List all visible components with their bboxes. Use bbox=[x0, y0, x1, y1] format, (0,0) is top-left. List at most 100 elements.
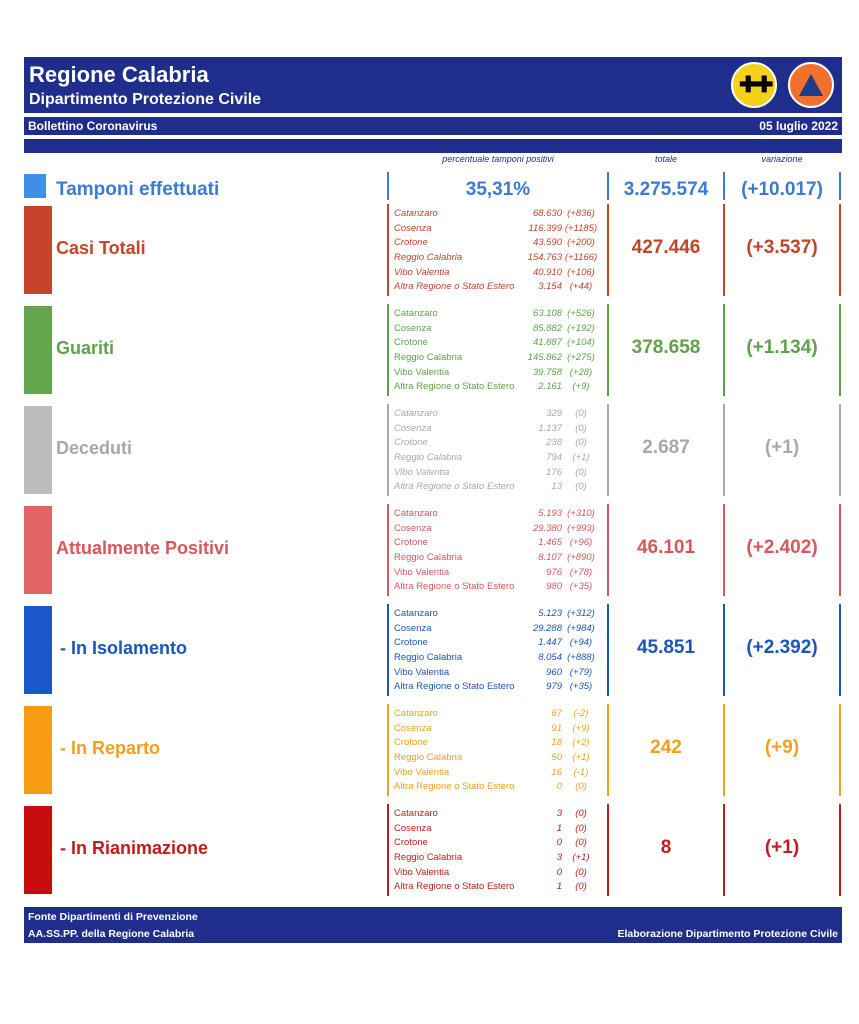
province-row: Altra Regione o Stato Estero 2.161 (+9) bbox=[390, 380, 606, 395]
province-value: 794 bbox=[546, 452, 562, 464]
province-value: 16 bbox=[551, 766, 562, 778]
divider-band bbox=[24, 139, 842, 153]
section-change: (+1.134) bbox=[746, 337, 818, 358]
province-row: Vibo Valentia 39.758 (+28) bbox=[390, 366, 606, 381]
province-name: Catanzaro bbox=[394, 208, 438, 219]
province-delta: (+2) bbox=[572, 737, 590, 749]
divider bbox=[387, 204, 389, 296]
province-value: 3.154 bbox=[538, 281, 562, 293]
province-value: 68.630 bbox=[532, 208, 562, 219]
province-value: 2.161 bbox=[538, 381, 562, 393]
tamponi-row: Tamponi effettuati 35,31% 3.275.574 (+10… bbox=[24, 166, 842, 200]
divider bbox=[723, 804, 725, 896]
province-row: Catanzaro 329 (0) bbox=[390, 407, 606, 422]
province-delta: (+526) bbox=[567, 308, 595, 319]
province-row: Crotone 43.590 (+200) bbox=[390, 236, 606, 251]
province-row: Cosenza 29.288 (+984) bbox=[390, 622, 606, 637]
province-delta: (+993) bbox=[567, 522, 595, 534]
province-delta: (0) bbox=[575, 408, 587, 419]
province-delta: (+310) bbox=[567, 508, 595, 519]
province-name: Altra Regione o Stato Estero bbox=[394, 681, 515, 693]
province-value: 85.882 bbox=[532, 322, 562, 334]
province-name: Cosenza bbox=[394, 322, 432, 334]
section-guariti: Guariti Catanzaro 63.108 (+526) Cosenza … bbox=[24, 300, 842, 400]
province-value: 67 bbox=[551, 708, 562, 719]
province-name: Cosenza bbox=[394, 422, 432, 434]
province-delta: (+96) bbox=[569, 537, 593, 549]
province-value: 3 bbox=[556, 852, 562, 864]
divider bbox=[723, 704, 725, 796]
province-name: Crotone bbox=[394, 437, 428, 449]
divider bbox=[723, 504, 725, 596]
province-value: 960 bbox=[546, 666, 562, 678]
tamponi-label: Tamponi effettuati bbox=[56, 179, 220, 200]
section-label: Guariti bbox=[56, 338, 115, 358]
province-row: Crotone 1.447 (+94) bbox=[390, 636, 606, 651]
province-delta: (+1) bbox=[572, 452, 590, 464]
province-name: Altra Regione o Stato Estero bbox=[394, 581, 515, 593]
province-value: 40.910 bbox=[532, 266, 562, 278]
province-delta: (+836) bbox=[567, 208, 595, 219]
province-row: Crotone 0 (0) bbox=[390, 836, 606, 851]
province-delta: (+28) bbox=[569, 366, 593, 378]
province-value: 1.137 bbox=[538, 422, 562, 434]
province-name: Reggio Calabria bbox=[394, 852, 463, 864]
province-name: Cosenza bbox=[394, 622, 432, 634]
province-name: Vibo Valentia bbox=[394, 466, 450, 478]
province-row: Vibo Valentia 176 (0) bbox=[390, 466, 606, 481]
province-row: Cosenza 85.882 (+192) bbox=[390, 322, 606, 337]
province-delta: (+106) bbox=[567, 266, 595, 278]
tamponi-positivity: 35,31% bbox=[465, 179, 531, 200]
sections: Casi Totali Catanzaro 68.630 (+836) Cose… bbox=[24, 200, 842, 900]
province-delta: (+1185) bbox=[564, 222, 598, 234]
province-row: Altra Regione o Stato Estero 979 (+35) bbox=[390, 680, 606, 695]
bulletin-label: Bollettino Coronavirus bbox=[28, 119, 158, 133]
section-reparto: - In Reparto Catanzaro 67 (-2) Cosenza 9… bbox=[24, 700, 842, 800]
province-name: Catanzaro bbox=[394, 808, 438, 819]
province-value: 1 bbox=[556, 881, 562, 893]
province-delta: (0) bbox=[575, 437, 587, 449]
province-delta: (+9) bbox=[572, 722, 590, 734]
province-delta: (+35) bbox=[569, 581, 593, 593]
divider bbox=[607, 804, 609, 896]
province-name: Crotone bbox=[394, 837, 428, 849]
province-value: 329 bbox=[546, 408, 562, 419]
province-name: Cosenza bbox=[394, 822, 432, 834]
province-value: 8.054 bbox=[538, 652, 562, 664]
province-row: Vibo Valentia 0 (0) bbox=[390, 866, 606, 881]
province-row: Crotone 18 (+2) bbox=[390, 736, 606, 751]
section-change: (+3.537) bbox=[746, 237, 818, 258]
province-value: 13 bbox=[551, 481, 562, 493]
divider bbox=[723, 172, 725, 200]
province-row: Altra Regione o Stato Estero 0 (0) bbox=[390, 780, 606, 795]
divider bbox=[839, 504, 841, 596]
province-delta: (+1166) bbox=[564, 252, 598, 264]
province-delta: (+44) bbox=[569, 281, 593, 293]
divider bbox=[607, 604, 609, 696]
province-list: Catanzaro 67 (-2) Cosenza 91 (+9) Croton… bbox=[390, 707, 606, 795]
province-row: Cosenza 1.137 (0) bbox=[390, 422, 606, 437]
section-total: 8 bbox=[660, 837, 672, 858]
province-name: Reggio Calabria bbox=[394, 252, 463, 264]
section-deceduti: Deceduti Catanzaro 329 (0) Cosenza 1.137… bbox=[24, 400, 842, 500]
protezione-civile-logo bbox=[788, 62, 834, 108]
province-row: Crotone 41.887 (+104) bbox=[390, 336, 606, 351]
footer-credit: Elaborazione Dipartimento Protezione Civ… bbox=[617, 928, 838, 940]
divider bbox=[387, 604, 389, 696]
province-value: 980 bbox=[546, 581, 562, 593]
divider bbox=[607, 172, 609, 200]
tamponi-change: (+10.017) bbox=[741, 179, 823, 200]
section-swatch bbox=[24, 806, 52, 894]
department-subtitle: Dipartimento Protezione Civile bbox=[29, 91, 262, 108]
province-row: Cosenza 91 (+9) bbox=[390, 722, 606, 737]
divider bbox=[607, 304, 609, 396]
province-row: Vibo Valentia 16 (-1) bbox=[390, 766, 606, 781]
province-value: 116.399 bbox=[528, 222, 562, 234]
section-swatch bbox=[24, 506, 52, 594]
section-label: - In Isolamento bbox=[60, 638, 188, 658]
province-row: Reggio Calabria 8.107 (+890) bbox=[390, 551, 606, 566]
province-value: 43.590 bbox=[532, 237, 562, 249]
province-value: 5.123 bbox=[538, 608, 562, 619]
tamponi-total: 3.275.574 bbox=[623, 179, 709, 200]
province-row: Altra Regione o Stato Estero 3.154 (+44) bbox=[390, 280, 606, 295]
